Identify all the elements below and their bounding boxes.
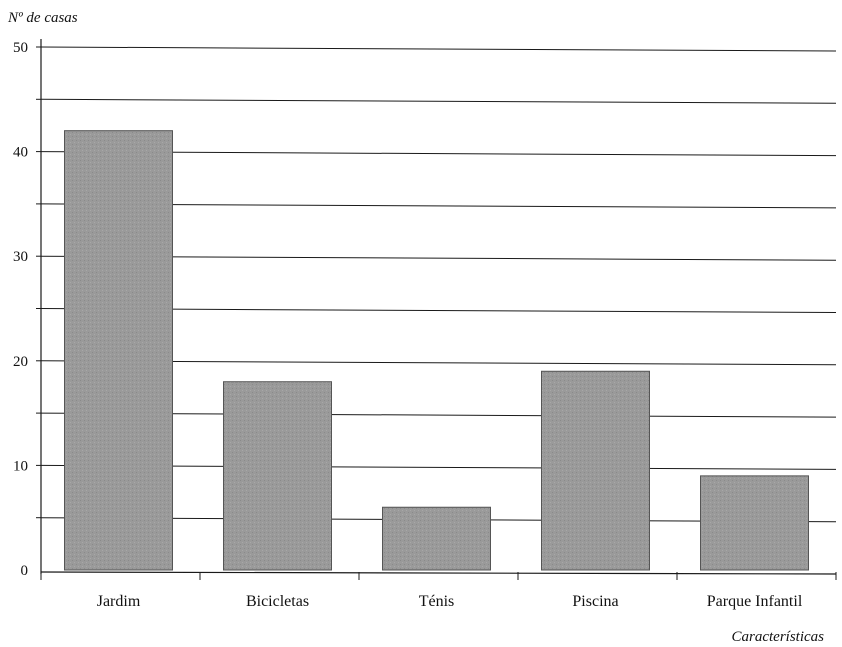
y-tick-label: 0 <box>21 563 29 579</box>
gridline <box>40 151 837 157</box>
y-tick-label: 30 <box>13 249 28 265</box>
gridline <box>40 203 837 209</box>
x-tick-label: Piscina <box>572 593 618 610</box>
x-tick-label: Bicicletas <box>246 593 309 610</box>
y-tick-label: 50 <box>13 40 28 56</box>
x-tick-label: Parque Infantil <box>707 593 803 610</box>
bar-parque-infantil <box>700 475 809 571</box>
axes <box>36 39 837 580</box>
x-tick-label: Ténis <box>419 593 455 610</box>
gridline <box>40 255 837 261</box>
x-axis-label: Características <box>732 629 825 645</box>
y-axis-label: Nº de casas <box>7 10 78 26</box>
gridline <box>40 46 837 52</box>
bar-jardim <box>64 130 173 571</box>
bar-bicicletas <box>223 381 332 571</box>
gridline <box>40 464 837 470</box>
gridline <box>40 98 837 104</box>
x-tick-label: Jardim <box>97 593 141 610</box>
x-tick-labels: Jardim Bicicletas Ténis Piscina Parque Infan… <box>97 593 803 610</box>
gridline <box>40 412 837 418</box>
y-tick-label: 10 <box>13 458 28 474</box>
bars <box>64 130 809 571</box>
y-tick-label: 40 <box>13 145 28 161</box>
x-axis-line <box>40 571 837 575</box>
bar-ténis <box>382 506 491 571</box>
gridline <box>40 308 837 313</box>
bar-piscina <box>541 370 650 571</box>
y-tick-labels: 0 10 20 30 40 50 <box>13 40 28 579</box>
gridlines <box>40 46 837 523</box>
y-tick-label: 20 <box>13 354 28 370</box>
gridline <box>40 360 837 366</box>
